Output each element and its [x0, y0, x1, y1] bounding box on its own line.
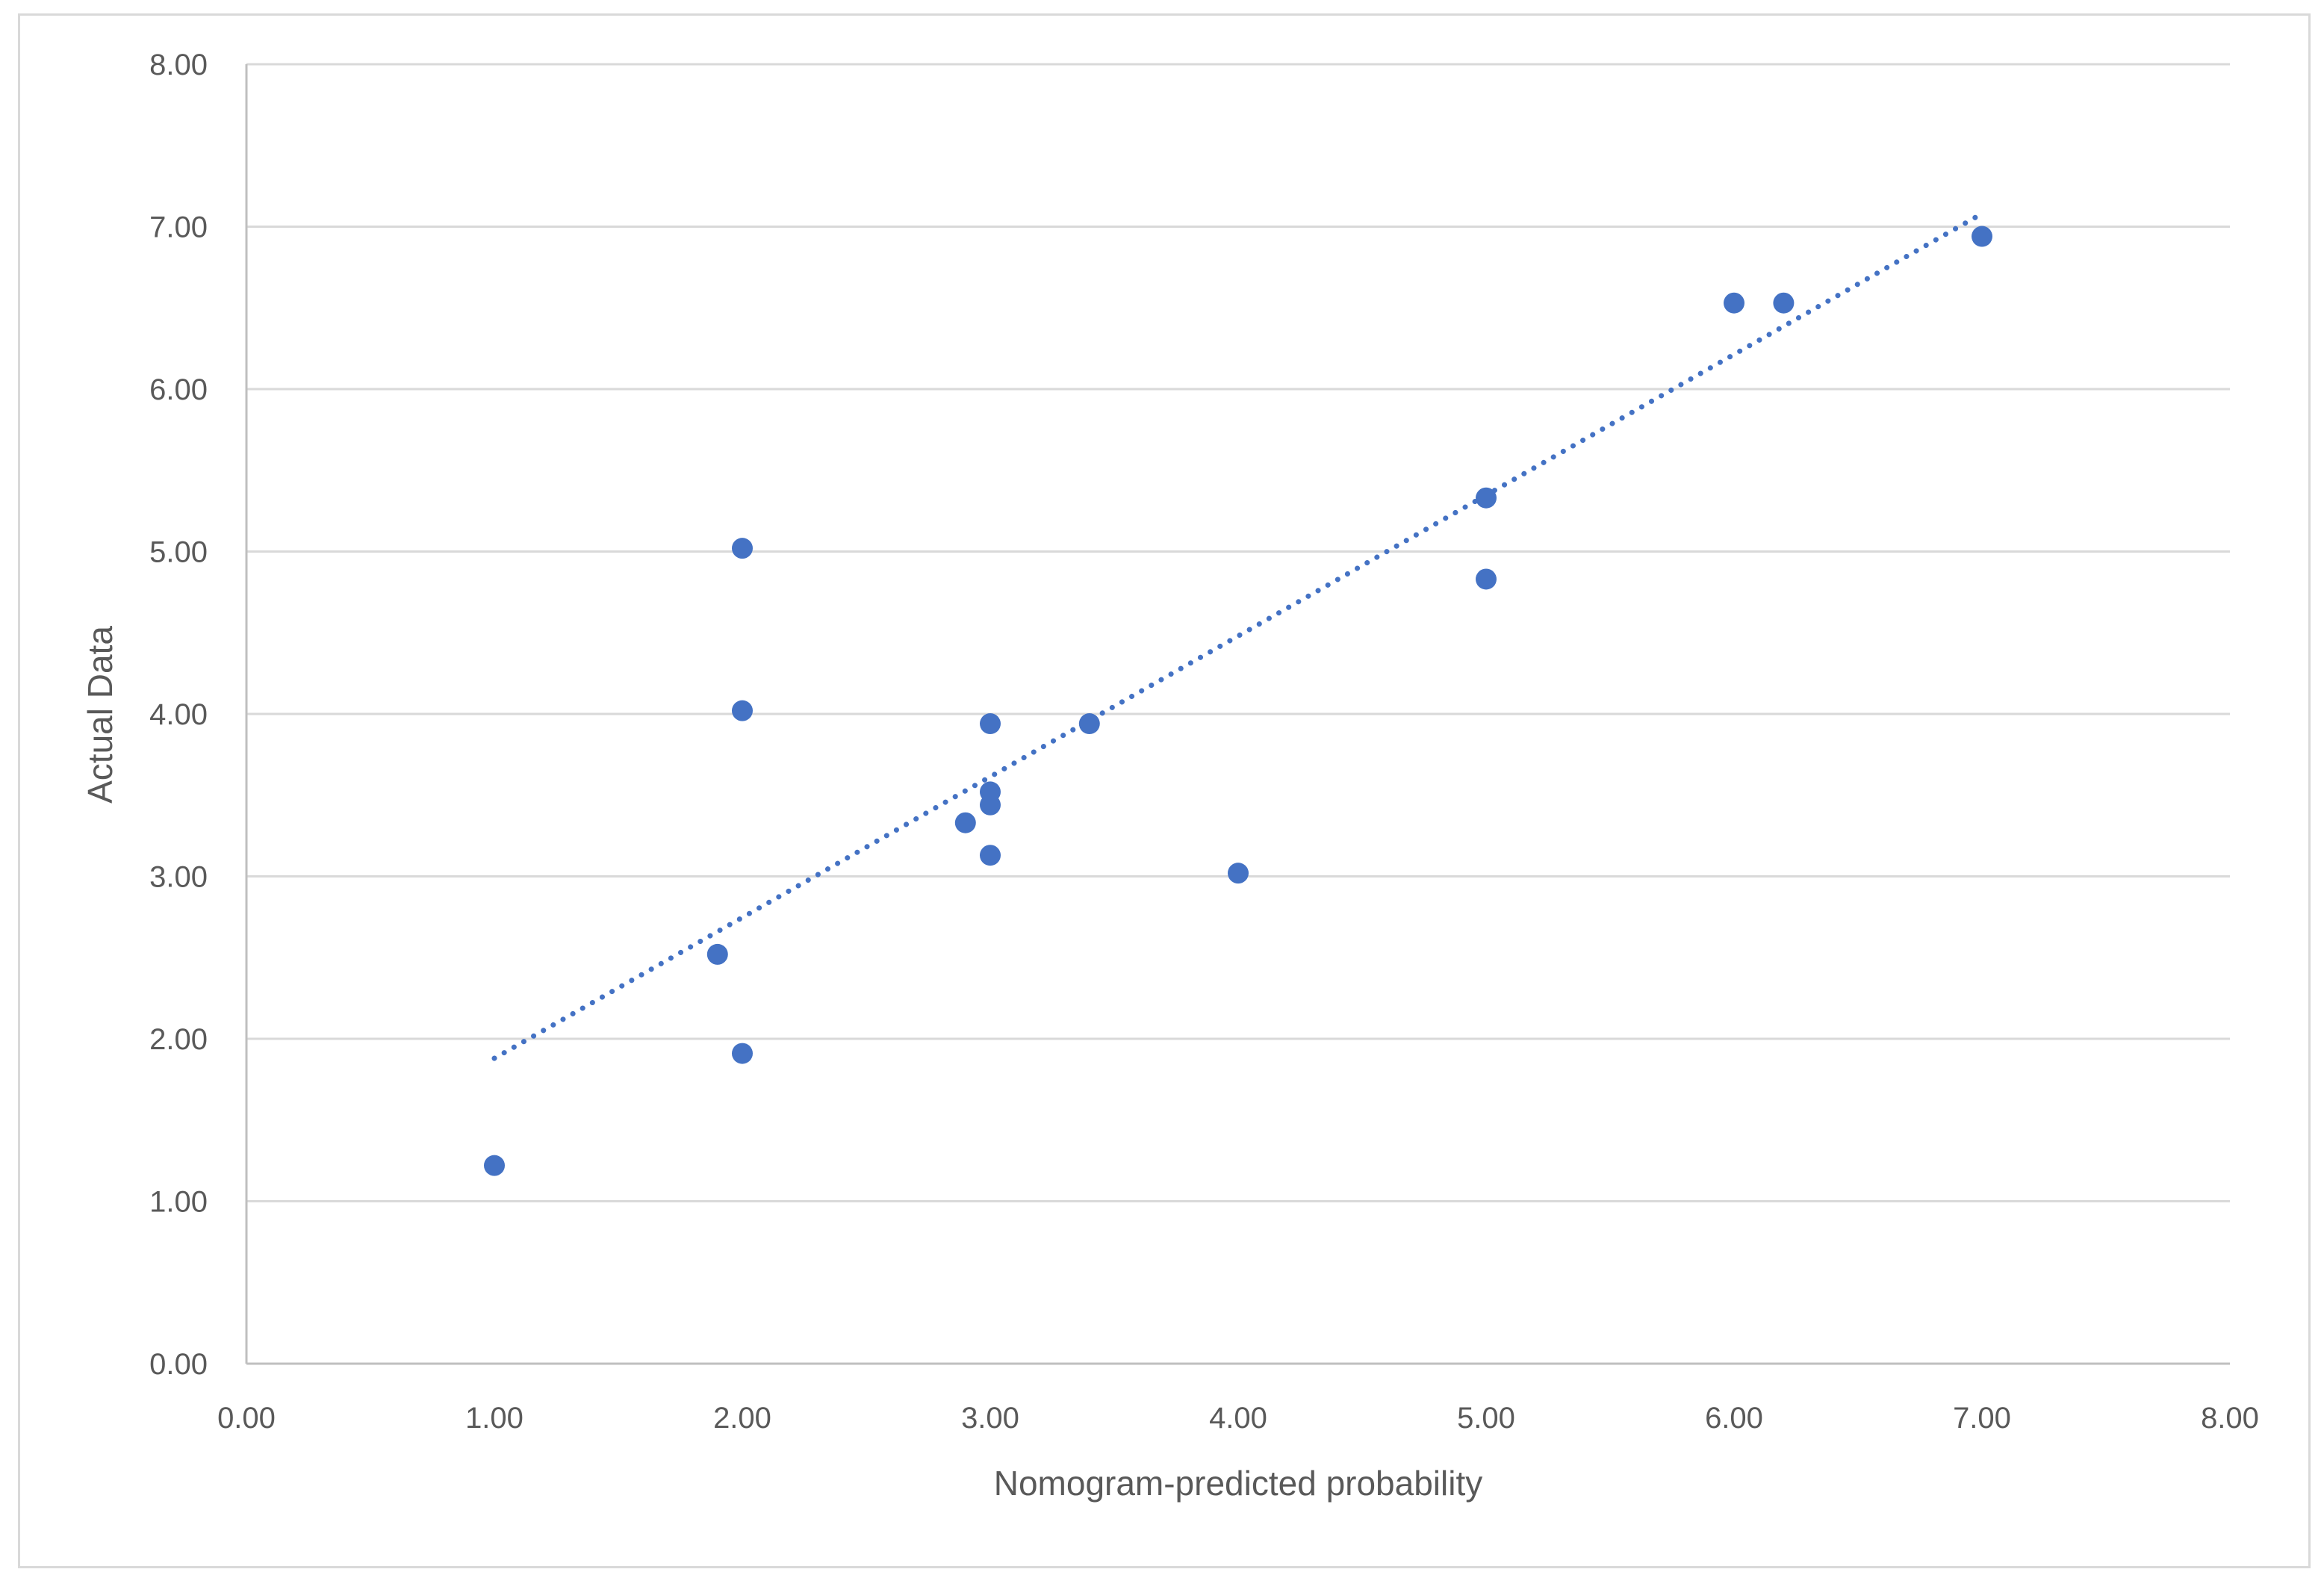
y-axis-title: Actual Data [81, 626, 119, 804]
x-tick-label: 8.00 [2201, 1402, 2259, 1435]
data-point [980, 845, 1001, 866]
x-tick-label: 2.00 [713, 1402, 771, 1435]
y-tick-label: 8.00 [149, 49, 208, 81]
tick-labels: 0.00 1.00 2.00 3.00 4.00 5.00 6.00 7.00 8.00 0.00… [149, 49, 2259, 1435]
y-tick-label: 7.00 [149, 211, 208, 244]
x-tick-label: 7.00 [1953, 1402, 2011, 1435]
y-tick-label: 6.00 [149, 373, 208, 406]
data-point [1724, 292, 1744, 314]
y-tick-label: 0.00 [149, 1348, 208, 1381]
data-point [1773, 292, 1795, 314]
data-point [1476, 487, 1497, 509]
x-tick-label: 5.00 [1457, 1402, 1515, 1435]
y-tick-label: 4.00 [149, 698, 208, 731]
data-point [1228, 863, 1249, 884]
x-tick-label: 1.00 [465, 1402, 523, 1435]
data-point [980, 713, 1001, 735]
chart-frame [18, 13, 2311, 1568]
x-tick-label: 6.00 [1705, 1402, 1763, 1435]
data-point [732, 700, 753, 721]
y-tick-label: 1.00 [149, 1186, 208, 1219]
data-point [1972, 226, 1992, 247]
y-tick-label: 2.00 [149, 1023, 208, 1056]
y-tick-label: 5.00 [149, 536, 208, 569]
data-point [732, 1043, 753, 1064]
x-tick-label: 0.00 [217, 1402, 276, 1435]
trendline [491, 211, 1985, 1061]
data-point [732, 538, 753, 559]
x-tick-label: 4.00 [1209, 1402, 1267, 1435]
data-point [980, 781, 1001, 803]
data-point [484, 1155, 505, 1176]
y-tick-label: 3.00 [149, 861, 208, 894]
gridlines [246, 63, 2230, 1202]
x-tick-label: 3.00 [961, 1402, 1019, 1435]
data-point [954, 812, 976, 833]
axes [245, 64, 2230, 1365]
data-point [1078, 713, 1100, 735]
data-points [484, 226, 1992, 1176]
x-axis-title: Nomogram-predicted probability [994, 1464, 1483, 1503]
trendline-layer [491, 211, 1985, 1061]
data-point [1476, 568, 1497, 590]
data-point [706, 943, 728, 965]
